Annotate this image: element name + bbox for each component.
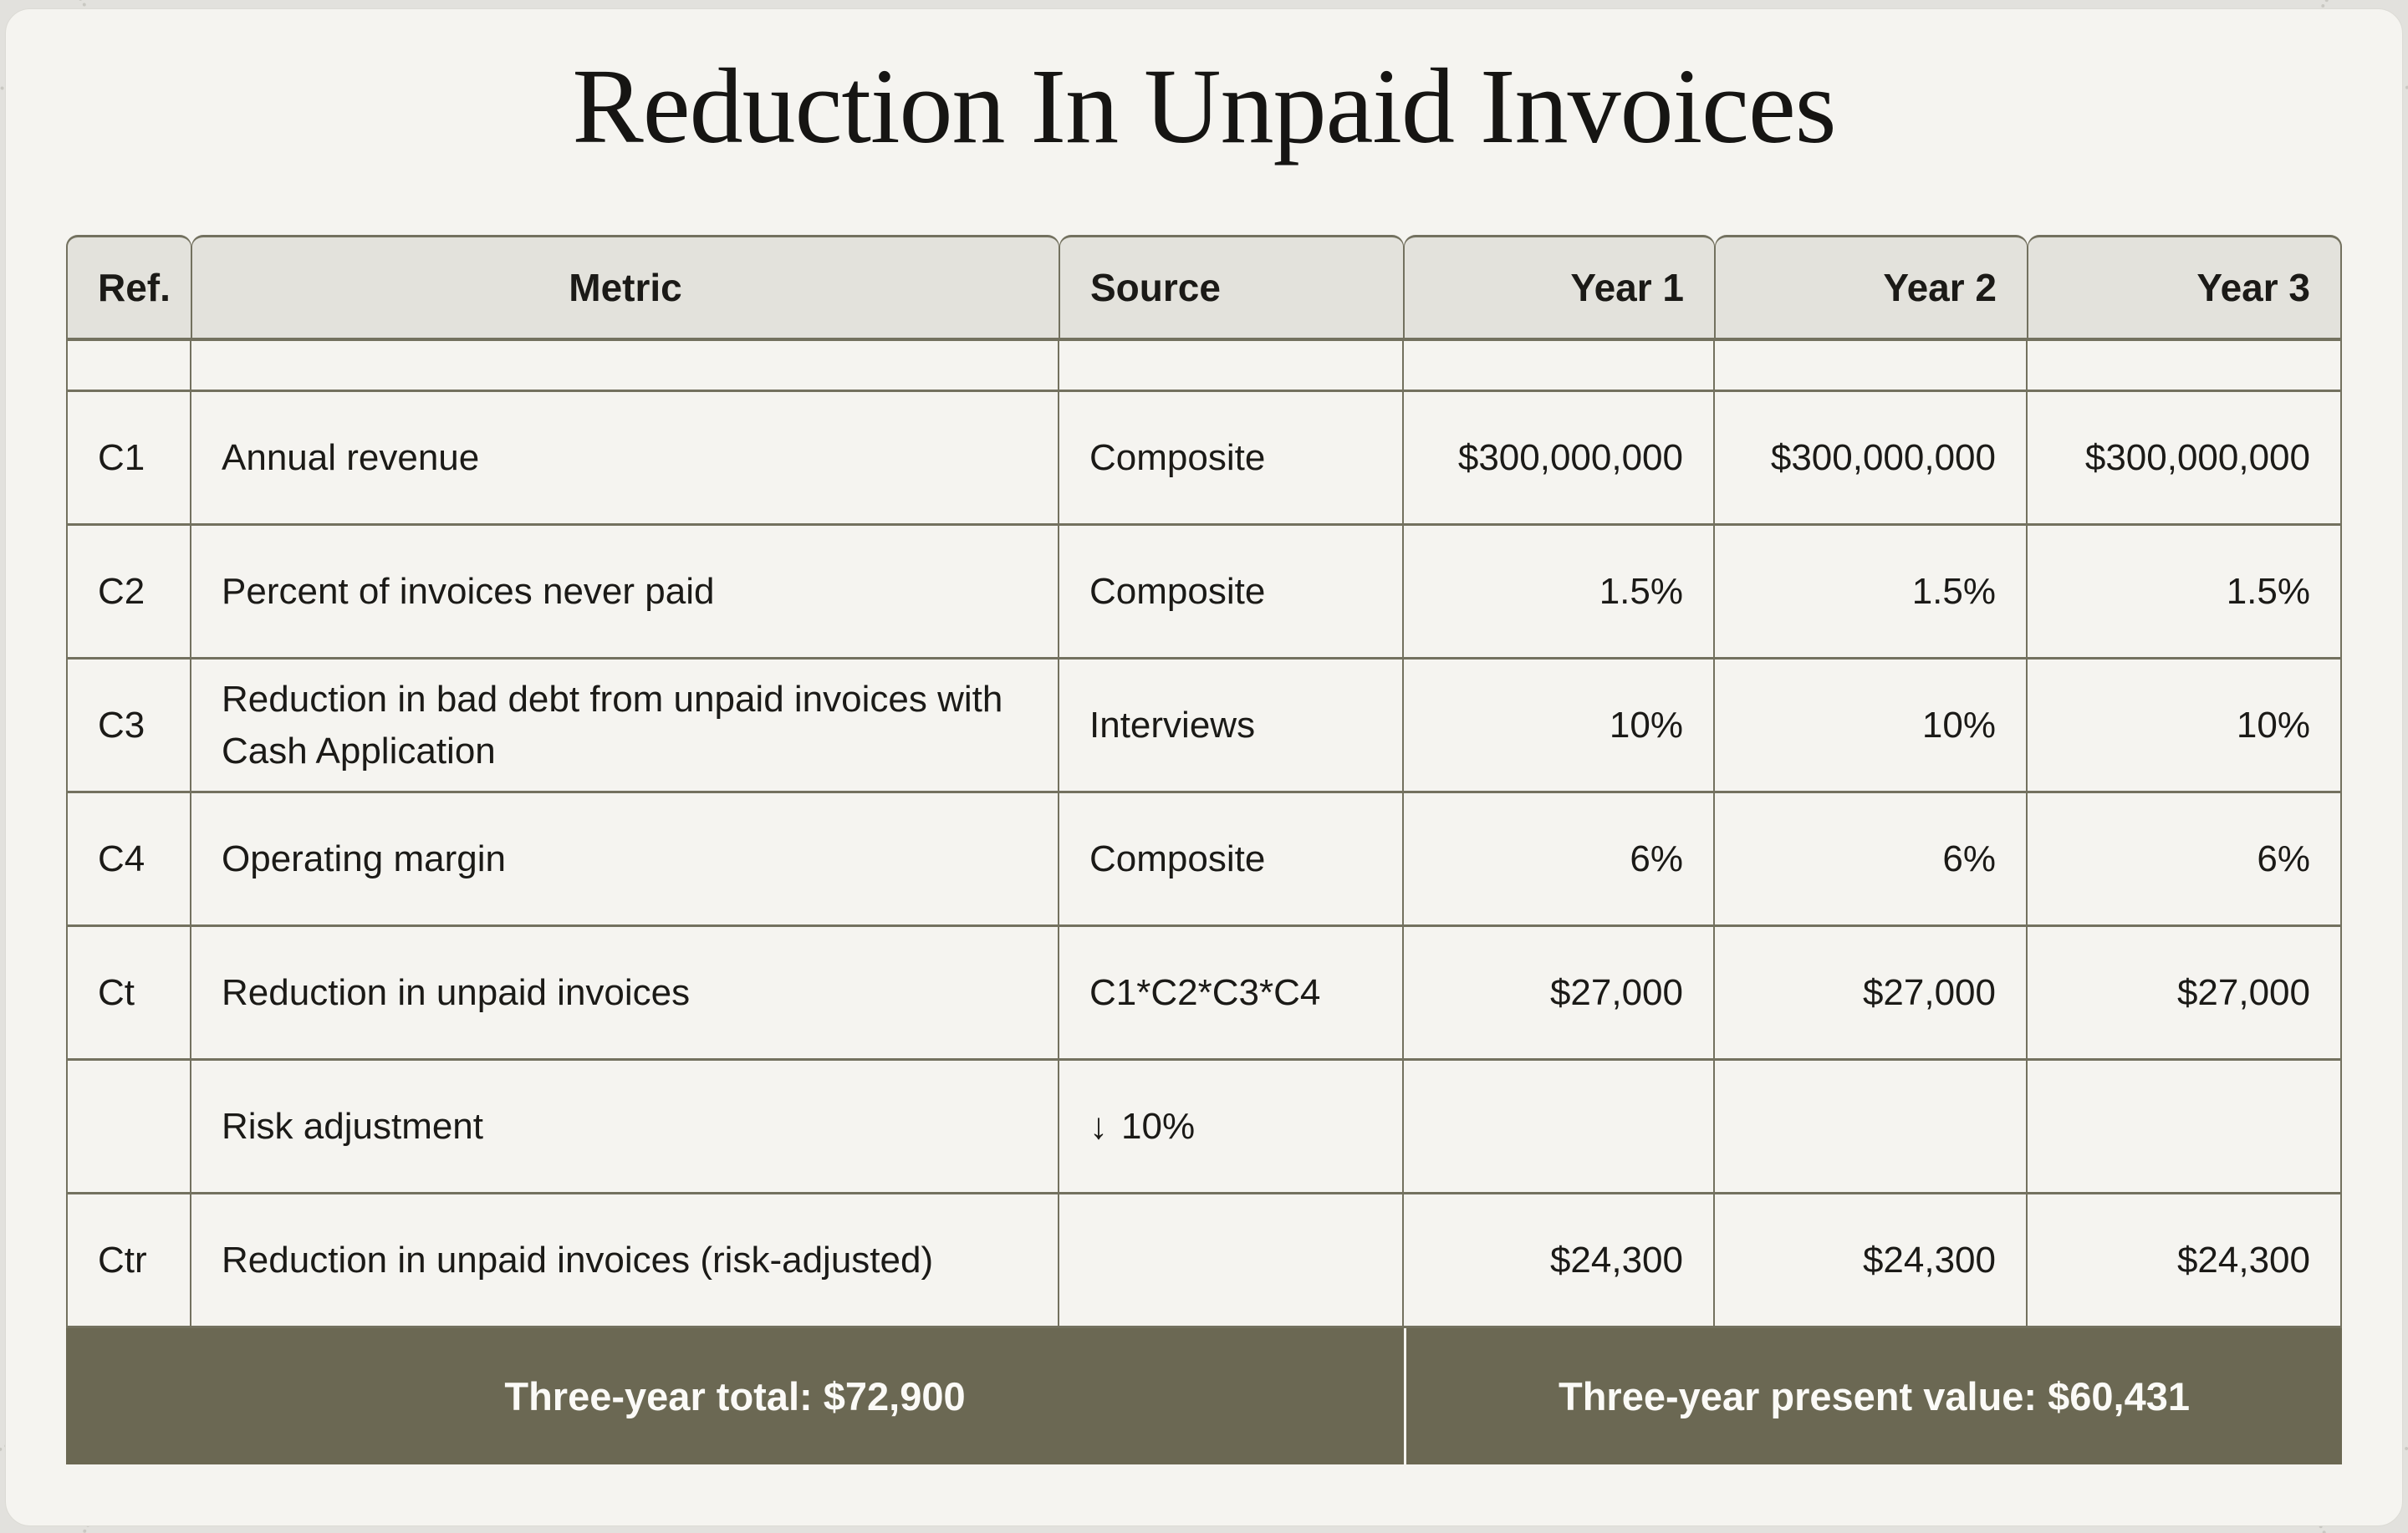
ref-cell: C1 — [66, 392, 191, 526]
year1-value-cell: 10% — [1404, 660, 1715, 793]
totals-row: Three-year total: $72,900 Three-year pre… — [66, 1328, 2342, 1464]
year2-value-cell: 10% — [1715, 660, 2028, 793]
table-row-c4: C4 Operating margin Composite 6% 6% 6% — [66, 793, 2342, 927]
table-row-ctr: Ctr Reduction in unpaid invoices (risk-a… — [66, 1194, 2342, 1328]
table-row-c1: C1 Annual revenue Composite $300,000,000… — [66, 392, 2342, 526]
table-row-c2: C2 Percent of invoices never paid Compos… — [66, 526, 2342, 660]
ref-cell: Ct — [66, 927, 191, 1061]
year1-value-cell — [1404, 1061, 1715, 1194]
column-header-ref: Ref. — [66, 235, 191, 341]
source-cell: Composite — [1059, 392, 1404, 526]
source-cell — [1059, 1194, 1404, 1328]
spacer-row — [66, 341, 2342, 392]
table-row-c3: C3 Reduction in bad debt from unpaid inv… — [66, 660, 2342, 793]
ref-cell: C4 — [66, 793, 191, 927]
column-header-year3: Year 3 — [2028, 235, 2342, 341]
metric-cell: Operating margin — [191, 793, 1059, 927]
page-title: Reduction In Unpaid Invoices — [572, 47, 1836, 166]
year2-value-cell: 1.5% — [1715, 526, 2028, 660]
year1-value-cell: $24,300 — [1404, 1194, 1715, 1328]
metric-cell: Annual revenue — [191, 392, 1059, 526]
year3-value-cell: 6% — [2028, 793, 2342, 927]
metric-cell: Percent of invoices never paid — [191, 526, 1059, 660]
year3-value-cell: $24,300 — [2028, 1194, 2342, 1328]
table-body: C1 Annual revenue Composite $300,000,000… — [66, 341, 2342, 1464]
content-card: Reduction In Unpaid Invoices Ref. Metric… — [5, 8, 2403, 1526]
ref-cell: Ctr — [66, 1194, 191, 1328]
source-cell: Interviews — [1059, 660, 1404, 793]
year3-value-cell: 1.5% — [2028, 526, 2342, 660]
column-header-metric: Metric — [191, 235, 1059, 341]
source-cell: ↓ 10% — [1059, 1061, 1404, 1194]
year3-value-cell: $300,000,000 — [2028, 392, 2342, 526]
source-cell: Composite — [1059, 793, 1404, 927]
metric-cell: Reduction in unpaid invoices (risk-adjus… — [191, 1194, 1059, 1328]
ref-cell: C2 — [66, 526, 191, 660]
year1-value-cell: $300,000,000 — [1404, 392, 1715, 526]
metric-cell: Reduction in unpaid invoices — [191, 927, 1059, 1061]
column-header-year1: Year 1 — [1404, 235, 1715, 341]
table-header: Ref. Metric Source Year 1 Year 2 Year 3 — [66, 235, 2342, 341]
ref-cell — [66, 1061, 191, 1194]
year3-value-cell: 10% — [2028, 660, 2342, 793]
metric-cell: Risk adjustment — [191, 1061, 1059, 1194]
year2-value-cell — [1715, 1061, 2028, 1194]
year1-value-cell: $27,000 — [1404, 927, 1715, 1061]
source-cell: Composite — [1059, 526, 1404, 660]
year2-value-cell: $300,000,000 — [1715, 392, 2028, 526]
metric-cell: Reduction in bad debt from unpaid invoic… — [191, 660, 1059, 793]
arrow-down-icon: ↓ — [1089, 1105, 1108, 1147]
table-row-ct: Ct Reduction in unpaid invoices C1*C2*C3… — [66, 927, 2342, 1061]
table-row-risk-adjustment: Risk adjustment ↓ 10% — [66, 1061, 2342, 1194]
column-header-source: Source — [1059, 235, 1404, 341]
year2-value-cell: $24,300 — [1715, 1194, 2028, 1328]
three-year-total-cell: Three-year total: $72,900 — [66, 1328, 1404, 1464]
ref-cell: C3 — [66, 660, 191, 793]
risk-adjustment-percent: 10% — [1121, 1105, 1196, 1147]
three-year-present-value-cell: Three-year present value: $60,431 — [1404, 1328, 2342, 1464]
benefit-calculation-table: Ref. Metric Source Year 1 Year 2 Year 3 … — [66, 235, 2342, 1464]
header-row: Ref. Metric Source Year 1 Year 2 Year 3 — [66, 235, 2342, 341]
column-header-year2: Year 2 — [1715, 235, 2028, 341]
year1-value-cell: 6% — [1404, 793, 1715, 927]
year2-value-cell: $27,000 — [1715, 927, 2028, 1061]
year3-value-cell — [2028, 1061, 2342, 1194]
year3-value-cell: $27,000 — [2028, 927, 2342, 1061]
year1-value-cell: 1.5% — [1404, 526, 1715, 660]
year2-value-cell: 6% — [1715, 793, 2028, 927]
source-cell: C1*C2*C3*C4 — [1059, 927, 1404, 1061]
